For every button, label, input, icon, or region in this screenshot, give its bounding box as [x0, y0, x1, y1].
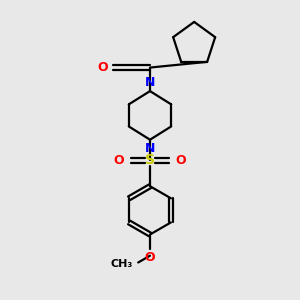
Text: N: N: [145, 142, 155, 155]
Text: N: N: [145, 76, 155, 89]
Text: CH₃: CH₃: [110, 259, 132, 269]
Text: O: O: [176, 154, 186, 167]
Text: O: O: [97, 61, 108, 74]
Text: O: O: [114, 154, 124, 167]
Text: O: O: [145, 251, 155, 264]
Text: S: S: [145, 153, 155, 167]
